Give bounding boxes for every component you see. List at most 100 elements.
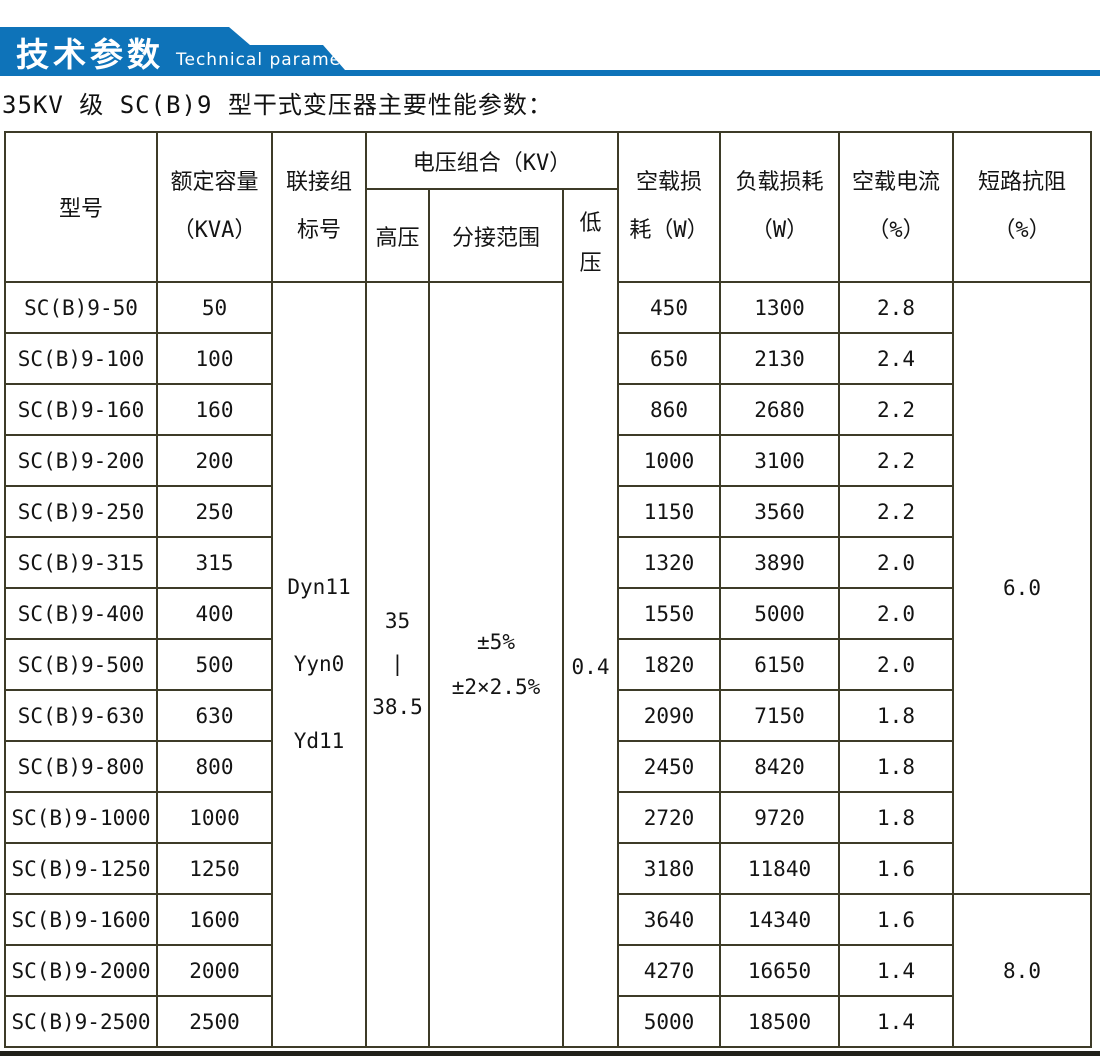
cell-capacity: 2500: [156, 995, 273, 1048]
cell-load-loss: 5000: [719, 587, 840, 640]
cell-no-load-loss: 1550: [617, 587, 721, 640]
cell-load-loss: 8420: [719, 740, 840, 793]
cell-model: SC(B)9-500: [4, 638, 158, 691]
header-capacity: 额定容量 （KVA）: [156, 131, 273, 283]
table-row: SC(B)9-800 800 2450 8420 1.8: [4, 740, 1091, 793]
table-row: SC(B)9-1600 1600 3640 14340 1.6 8.0: [4, 893, 1092, 1048]
cell-model: SC(B)9-250: [4, 485, 158, 538]
header-connection-group: 联接组 标号: [271, 131, 367, 283]
header-row-sub: 高压 分接范围 低 压 0.4: [5, 188, 1091, 1048]
table-row: SC(B)9-2000 2000 4270 16650 1.4: [4, 944, 1091, 997]
page-title: 35KV 级 SC(B)9 型干式变压器主要性能参数：: [2, 91, 553, 119]
cell-connection-group: Dyn11 Yyn0 Yd11: [271, 281, 367, 1048]
cell-load-loss: 3560: [719, 485, 840, 538]
header-short-circuit-impedance: 短路抗阻 （%）: [952, 131, 1092, 283]
table-row: SC(B)9-100 100 650 2130 2.4: [4, 332, 1091, 385]
header-model: 型号: [4, 131, 158, 283]
cell-capacity: 800: [156, 740, 273, 793]
cell-impedance-6: 6.0: [952, 281, 1092, 895]
table-row: SC(B)9-400 400 1550 5000 2.0: [4, 587, 1091, 640]
cell-model: SC(B)9-100: [4, 332, 158, 385]
cell-capacity: 100: [156, 332, 273, 385]
cell-no-load-loss: 2450: [617, 740, 721, 793]
cell-impedance-8: 8.0: [952, 893, 1092, 1048]
cell-no-load-loss: 450: [617, 281, 721, 334]
cell-no-load-loss: 1000: [617, 434, 721, 487]
cell-high-voltage: 35 | 38.5: [365, 281, 430, 1048]
cell-load-loss: 9720: [719, 791, 840, 844]
cell-load-loss: 14340: [719, 893, 840, 946]
cell-no-load-current: 2.8: [838, 281, 954, 334]
header-no-load-current: 空载电流 （%）: [838, 131, 954, 283]
banner-subtitle: Technical parameter: [176, 50, 369, 70]
cell-no-load-current: 2.2: [838, 485, 954, 538]
table-row: SC(B)9-1250 1250 3180 11840 1.6: [4, 842, 1091, 895]
cell-no-load-loss: 2720: [617, 791, 721, 844]
header-low-voltage: 低 压: [579, 211, 602, 276]
cell-low-voltage: 低 压 0.4: [562, 188, 619, 1048]
table-row: SC(B)9-1000 1000 2720 9720 1.8: [4, 791, 1091, 844]
cell-model: SC(B)9-2500: [4, 995, 158, 1048]
cell-model: SC(B)9-400: [4, 587, 158, 640]
banner-title: 技术参数: [16, 35, 164, 74]
cell-no-load-loss: 5000: [617, 995, 721, 1048]
cell-load-loss: 18500: [719, 995, 840, 1048]
cell-model: SC(B)9-160: [4, 383, 158, 436]
cell-load-loss: 2680: [719, 383, 840, 436]
table-row: SC(B)9-50 50 Dyn11 Yyn0 Yd11 35 | 38.5 ±…: [4, 281, 1092, 1048]
cell-capacity: 250: [156, 485, 273, 538]
cell-capacity: 1250: [156, 842, 273, 895]
header-row-top: 型号 额定容量 （KVA） 联接组 标号 电压组合（KV） 空载损 耗（W） 负…: [4, 131, 1092, 283]
cell-no-load-current: 2.0: [838, 536, 954, 589]
table-row: SC(B)9-200 200 1000 3100 2.2: [4, 434, 1091, 487]
cell-capacity: 630: [156, 689, 273, 742]
cell-no-load-current: 1.8: [838, 740, 954, 793]
header-high-voltage: 高压: [365, 188, 430, 283]
table-row: SC(B)9-2500 2500 5000 18500 1.4: [4, 995, 1091, 1048]
cell-model: SC(B)9-50: [4, 281, 158, 334]
table-row: SC(B)9-315 315 1320 3890 2.0: [4, 536, 1091, 589]
cell-no-load-current: 2.0: [838, 638, 954, 691]
cell-capacity: 50: [156, 281, 273, 334]
cell-no-load-current: 1.4: [838, 995, 954, 1048]
header-load-loss: 负载损耗 （W）: [719, 131, 840, 283]
header-tap-range: 分接范围: [428, 188, 564, 283]
cell-no-load-current: 1.4: [838, 944, 954, 997]
cell-no-load-current: 1.8: [838, 791, 954, 844]
cell-no-load-loss: 3180: [617, 842, 721, 895]
header-voltage-combination: 电压组合（KV）: [365, 131, 619, 190]
banner-ribbon: [0, 27, 1100, 76]
cell-no-load-current: 2.2: [838, 434, 954, 487]
cell-load-loss: 6150: [719, 638, 840, 691]
cell-model: SC(B)9-200: [4, 434, 158, 487]
cell-no-load-current: 1.6: [838, 893, 954, 946]
cell-no-load-loss: 2090: [617, 689, 721, 742]
cell-load-loss: 11840: [719, 842, 840, 895]
cell-load-loss: 3100: [719, 434, 840, 487]
cell-capacity: 400: [156, 587, 273, 640]
table-row: SC(B)9-250 250 1150 3560 2.2: [4, 485, 1091, 538]
cell-model: SC(B)9-315: [4, 536, 158, 589]
cell-load-loss: 7150: [719, 689, 840, 742]
cell-no-load-loss: 4270: [617, 944, 721, 997]
cell-no-load-loss: 650: [617, 332, 721, 385]
cell-no-load-current: 2.0: [838, 587, 954, 640]
cell-capacity: 160: [156, 383, 273, 436]
header-no-load-loss: 空载损 耗（W）: [617, 131, 721, 283]
cell-capacity: 2000: [156, 944, 273, 997]
cell-no-load-loss: 3640: [617, 893, 721, 946]
parameters-table: 型号 额定容量 （KVA） 联接组 标号 电压组合（KV） 空载损 耗（W） 负…: [4, 131, 1092, 1048]
cell-no-load-loss: 1150: [617, 485, 721, 538]
cell-model: SC(B)9-2000: [4, 944, 158, 997]
table-row: SC(B)9-630 630 2090 7150 1.8: [4, 689, 1091, 742]
cell-load-loss: 1300: [719, 281, 840, 334]
cell-no-load-loss: 1820: [617, 638, 721, 691]
cell-model: SC(B)9-800: [4, 740, 158, 793]
cell-no-load-current: 2.2: [838, 383, 954, 436]
cell-model: SC(B)9-1000: [4, 791, 158, 844]
table-row: SC(B)9-500 500 1820 6150 2.0: [4, 638, 1091, 691]
cell-capacity: 200: [156, 434, 273, 487]
cell-load-loss: 16650: [719, 944, 840, 997]
cell-capacity: 1600: [156, 893, 273, 946]
cell-model: SC(B)9-630: [4, 689, 158, 742]
